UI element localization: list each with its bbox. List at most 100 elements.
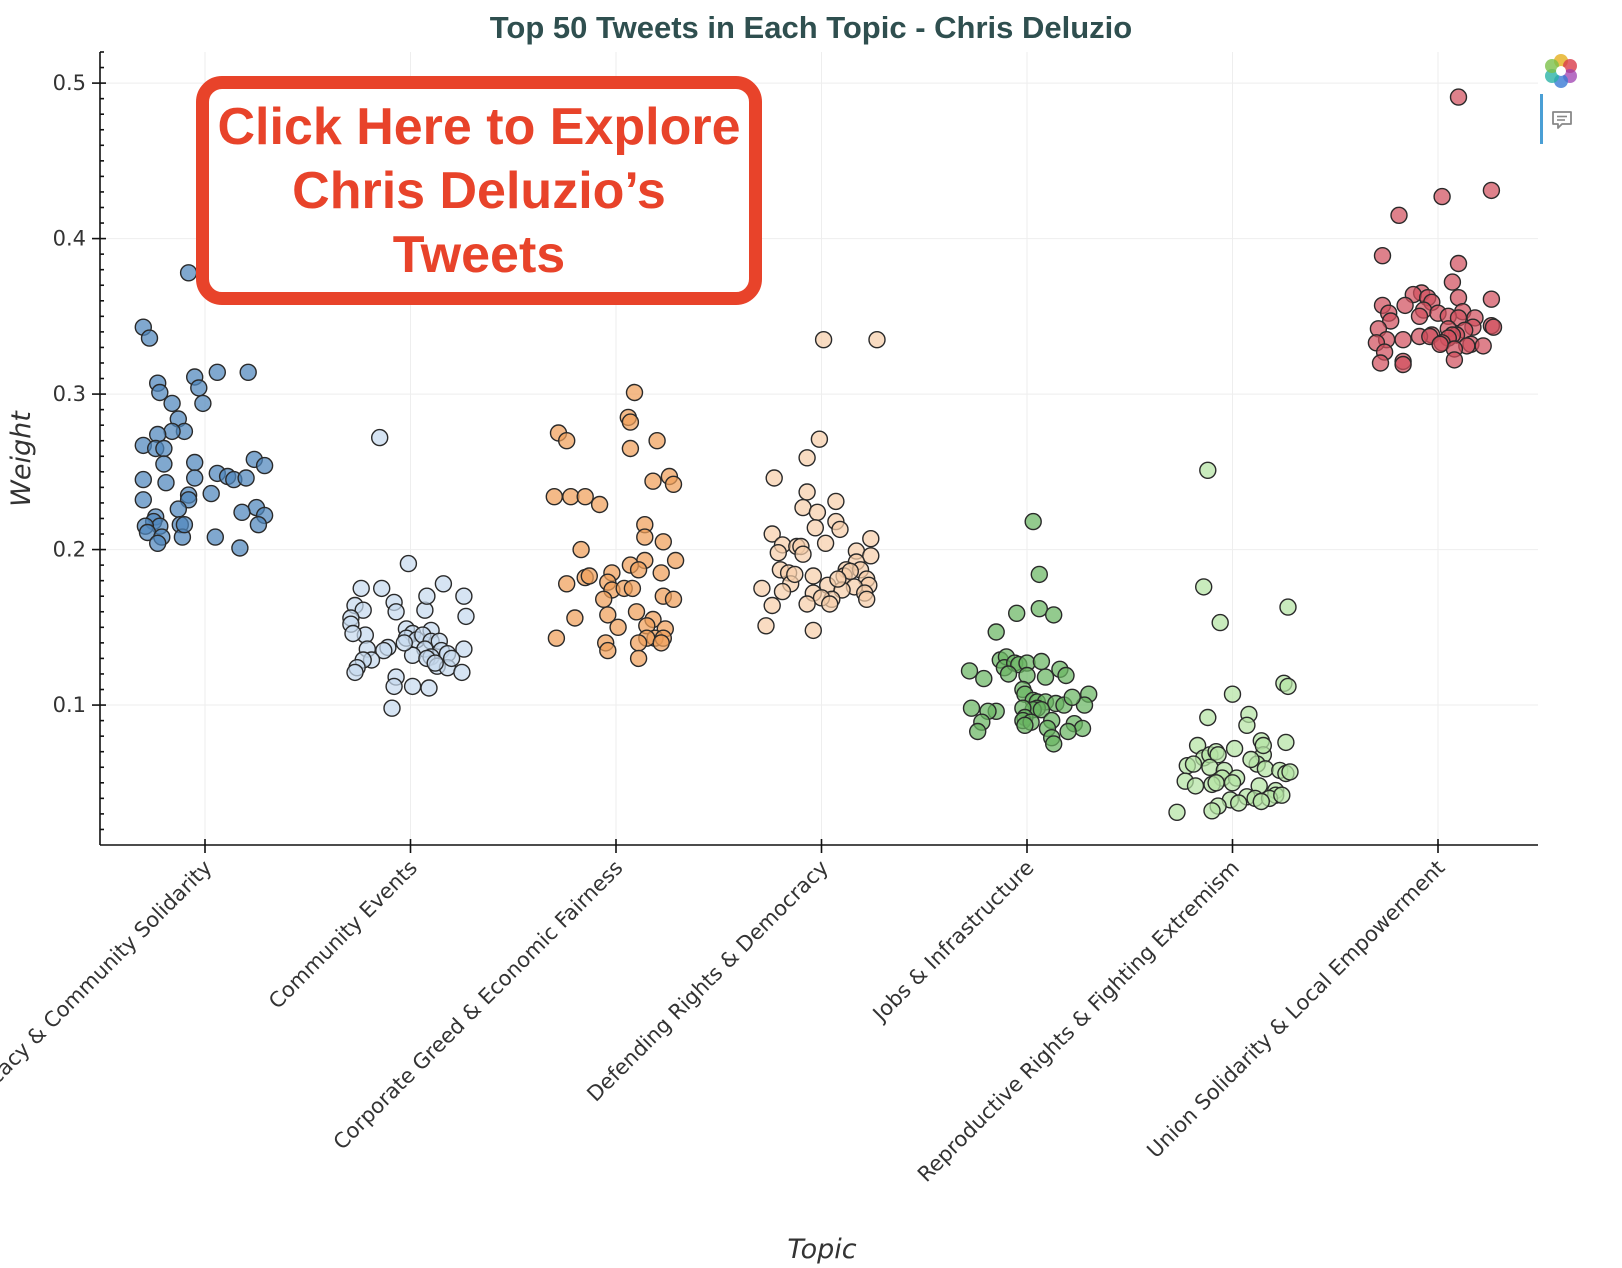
data-point[interactable] <box>625 383 644 402</box>
data-point[interactable] <box>237 469 255 487</box>
data-point[interactable] <box>395 634 413 652</box>
data-point[interactable] <box>426 654 444 672</box>
data-point[interactable] <box>753 579 771 598</box>
data-point[interactable] <box>644 472 662 490</box>
data-point[interactable] <box>155 455 173 473</box>
data-point[interactable] <box>975 669 993 688</box>
data-point[interactable] <box>1281 763 1299 781</box>
data-point[interactable] <box>960 662 979 680</box>
data-point[interactable] <box>810 430 829 448</box>
data-point[interactable] <box>148 534 167 552</box>
data-point[interactable] <box>621 413 640 431</box>
data-point[interactable] <box>804 621 822 640</box>
data-point[interactable] <box>769 544 787 562</box>
data-point[interactable] <box>1225 739 1244 758</box>
data-point[interactable] <box>1223 774 1242 792</box>
data-point[interactable] <box>627 603 646 621</box>
data-point[interactable] <box>786 565 804 584</box>
data-point[interactable] <box>194 394 212 413</box>
data-point[interactable] <box>572 540 590 559</box>
data-point[interactable] <box>206 528 225 546</box>
data-point[interactable] <box>1256 760 1275 778</box>
data-point[interactable] <box>666 551 685 570</box>
data-point[interactable] <box>595 590 613 608</box>
data-point[interactable] <box>1482 181 1501 200</box>
data-point[interactable] <box>169 500 188 518</box>
data-point[interactable] <box>1394 331 1412 349</box>
data-point[interactable] <box>399 554 418 573</box>
data-point[interactable] <box>580 567 598 585</box>
data-point[interactable] <box>249 516 268 534</box>
data-point[interactable] <box>987 623 1005 641</box>
data-point[interactable] <box>255 456 274 475</box>
data-point[interactable] <box>1482 290 1501 308</box>
data-point[interactable] <box>566 609 584 627</box>
data-point[interactable] <box>373 579 391 598</box>
data-point[interactable] <box>418 587 436 605</box>
data-point[interactable] <box>648 432 666 450</box>
data-point[interactable] <box>1254 736 1273 755</box>
data-point[interactable] <box>558 432 576 450</box>
data-point[interactable] <box>763 596 781 615</box>
data-point[interactable] <box>804 567 822 585</box>
data-point[interactable] <box>599 606 617 624</box>
data-point[interactable] <box>434 575 453 593</box>
data-point[interactable] <box>1186 777 1205 795</box>
data-point[interactable] <box>208 363 227 381</box>
data-point[interactable] <box>1433 187 1451 206</box>
data-point[interactable] <box>829 570 847 588</box>
data-point[interactable] <box>794 545 812 563</box>
data-point[interactable] <box>1044 735 1063 753</box>
data-point[interactable] <box>969 722 987 741</box>
data-point[interactable] <box>1277 733 1295 752</box>
data-point[interactable] <box>763 525 781 543</box>
data-point[interactable] <box>1223 685 1242 703</box>
data-point[interactable] <box>1449 254 1468 273</box>
data-point[interactable] <box>1273 786 1291 804</box>
data-point[interactable] <box>1229 794 1248 812</box>
data-point[interactable] <box>623 579 642 598</box>
data-point[interactable] <box>1032 652 1051 671</box>
data-point[interactable] <box>1390 206 1408 225</box>
data-point[interactable] <box>652 564 670 582</box>
data-point[interactable] <box>757 617 775 635</box>
data-point[interactable] <box>1199 461 1217 479</box>
data-point[interactable] <box>1445 351 1464 369</box>
data-point[interactable] <box>1059 722 1077 741</box>
data-point[interactable] <box>599 641 617 660</box>
data-point[interactable] <box>179 264 198 282</box>
data-point[interactable] <box>455 587 473 605</box>
data-point[interactable] <box>1396 296 1414 315</box>
data-point[interactable] <box>1168 803 1186 821</box>
data-point[interactable] <box>862 547 880 565</box>
data-point[interactable] <box>862 530 880 548</box>
data-point[interactable] <box>562 488 580 506</box>
data-point[interactable] <box>773 582 792 601</box>
data-point[interactable] <box>621 439 640 458</box>
data-point[interactable] <box>821 595 839 613</box>
data-point[interactable] <box>808 503 827 521</box>
data-point[interactable] <box>202 484 220 503</box>
data-point[interactable] <box>547 629 566 647</box>
data-point[interactable] <box>163 422 181 441</box>
data-point[interactable] <box>403 677 422 696</box>
data-point[interactable] <box>344 624 362 643</box>
data-point[interactable] <box>1203 802 1221 820</box>
data-point[interactable] <box>1024 512 1042 531</box>
data-point[interactable] <box>134 470 153 489</box>
data-point[interactable] <box>185 469 204 487</box>
data-point[interactable] <box>868 331 886 349</box>
data-point[interactable] <box>231 539 249 557</box>
data-point[interactable] <box>545 488 563 506</box>
data-point[interactable] <box>233 503 251 521</box>
data-point[interactable] <box>1279 598 1297 616</box>
data-point[interactable] <box>140 329 159 347</box>
data-point[interactable] <box>798 483 816 501</box>
data-point[interactable] <box>806 519 824 537</box>
data-point[interactable] <box>664 590 683 608</box>
data-point[interactable] <box>1063 688 1081 706</box>
data-point[interactable] <box>346 663 364 682</box>
data-point[interactable] <box>1044 606 1063 624</box>
data-point[interactable] <box>1449 88 1468 106</box>
data-point[interactable] <box>1474 337 1492 355</box>
